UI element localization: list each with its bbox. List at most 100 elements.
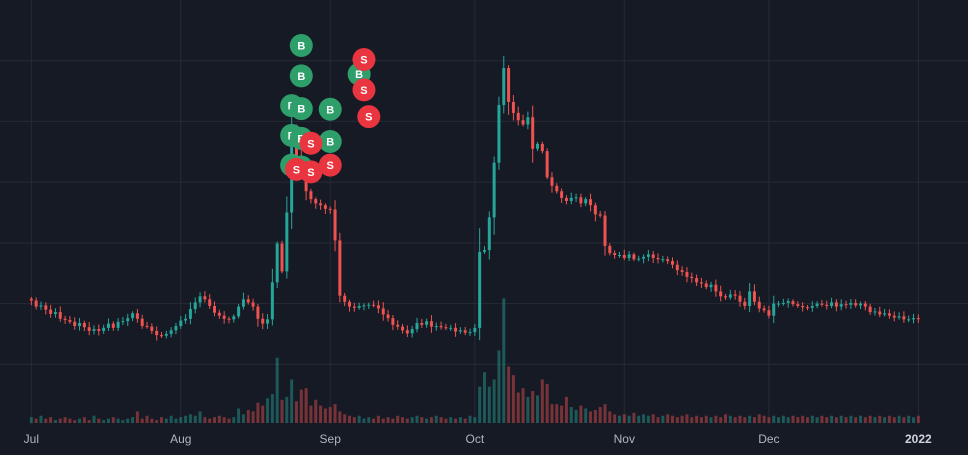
candle-body [849, 302, 853, 305]
candle-body [102, 327, 106, 331]
candle-body [193, 302, 197, 310]
volume-bar [227, 418, 231, 423]
candle-body [140, 318, 144, 327]
volume-bar [859, 415, 862, 423]
volume-bar [646, 415, 650, 423]
candle-body [854, 302, 858, 306]
volume-bar [44, 418, 48, 423]
candle-body [410, 329, 414, 334]
candle-body [907, 319, 911, 321]
volume-bar [92, 415, 96, 423]
candle-body [482, 250, 486, 252]
volume-bar [589, 411, 593, 423]
volume-bar [106, 418, 110, 423]
volume-bar [511, 375, 515, 423]
candle-body [752, 291, 756, 302]
volume-bar [781, 415, 785, 423]
candle-body [569, 197, 573, 201]
volume-bar [391, 418, 395, 423]
volume-bar [319, 405, 323, 423]
volume-bar [801, 415, 805, 423]
candle-body [593, 205, 597, 215]
volume-bar [584, 408, 588, 423]
volume-bar [526, 396, 530, 423]
candle-body [531, 117, 535, 149]
volume-bar [492, 379, 496, 423]
candle-body [859, 303, 862, 306]
candle-body [429, 321, 433, 327]
candle-body [251, 302, 255, 307]
candle-body [425, 321, 429, 325]
volume-bar [651, 414, 655, 423]
volume-bar [155, 420, 159, 423]
volume-bar [680, 415, 684, 423]
volume-bar [213, 417, 217, 423]
candle-body [844, 304, 848, 306]
buy-marker-label: B [355, 69, 363, 81]
volume-bar [314, 399, 318, 423]
volume-bar [29, 417, 33, 423]
candle-body [319, 203, 323, 206]
candle-body [555, 185, 559, 192]
candle-body [328, 208, 332, 210]
sell-marker [352, 48, 376, 71]
candle-body [873, 311, 877, 313]
volume-bar [34, 418, 38, 423]
volume-bar [251, 411, 255, 423]
buy-marker [289, 34, 313, 58]
volume-bar [169, 415, 173, 423]
volume-bar [622, 414, 626, 423]
volume-bar [830, 415, 834, 423]
volume-bar [675, 417, 679, 423]
candle-body [883, 313, 887, 315]
x-axis-tick-label: Jul [24, 432, 39, 446]
candle-body [49, 309, 53, 314]
volume-bar [131, 417, 135, 423]
candle-body [78, 323, 82, 327]
volume-bar [454, 418, 458, 423]
candle-body [748, 291, 752, 306]
candle-body [116, 321, 120, 328]
candle-body [536, 143, 540, 149]
candle-body [902, 316, 906, 320]
volume-bar [449, 417, 453, 423]
volume-bar [275, 357, 279, 423]
candle-body [34, 300, 38, 307]
candle-body [97, 329, 101, 331]
buy-marker-label: B [297, 41, 305, 53]
candle-body [637, 258, 641, 260]
volume-bar [58, 418, 62, 423]
volume-bar [912, 417, 916, 423]
candle-body [126, 318, 130, 322]
volume-bar [868, 415, 872, 423]
candle-body [622, 255, 626, 259]
candle-body [275, 243, 279, 283]
candle-body [560, 191, 564, 198]
candle-body [685, 272, 689, 277]
volume-bar [372, 418, 376, 423]
buy-marker [318, 97, 342, 121]
candle-body [376, 305, 380, 309]
buy-marker [289, 97, 313, 121]
volume-bar [323, 408, 327, 423]
candle-body [810, 306, 814, 308]
volume-bar [343, 414, 347, 423]
volume-bar [429, 417, 433, 423]
buy-marker-label: B [326, 136, 334, 148]
volume-bar [564, 396, 568, 423]
candle-body [497, 105, 501, 163]
candle-body [246, 299, 250, 303]
volume-bar [878, 415, 882, 423]
volume-bar [598, 407, 602, 423]
sell-marker [299, 131, 323, 155]
volume-bar [78, 418, 82, 423]
volume-bar [887, 415, 891, 423]
candle-body [232, 316, 236, 320]
buy-marker-label: B [297, 71, 305, 83]
volume-bar [767, 417, 771, 423]
volume-bar [757, 414, 761, 423]
candles [29, 56, 920, 341]
candle-body [762, 308, 766, 311]
volume-bar [405, 418, 409, 423]
